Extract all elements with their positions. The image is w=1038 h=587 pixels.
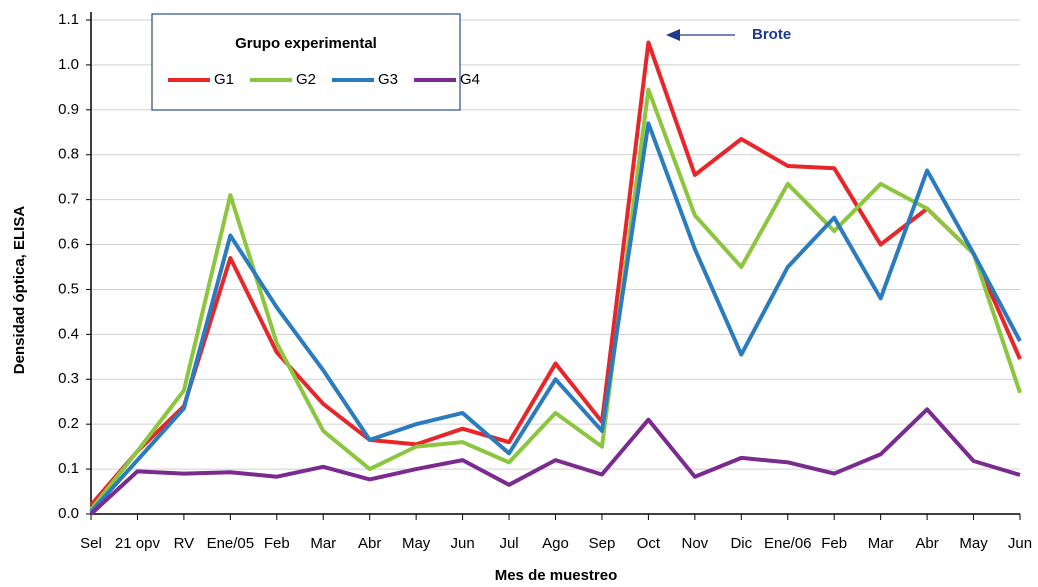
series-line: [89, 40, 1022, 507]
x-tick-label: May: [959, 535, 988, 552]
x-tick-label: May: [402, 535, 431, 552]
x-tick-label: Abr: [915, 535, 938, 552]
x-tick-label: Jun: [451, 535, 475, 552]
y-tick-label: 0.9: [58, 101, 79, 118]
x-tick-label: Jun: [1008, 535, 1032, 552]
y-tick-label: 0.7: [58, 191, 79, 208]
y-tick-label: 1.0: [58, 56, 79, 73]
x-tick-label: Feb: [821, 535, 847, 552]
x-tick-label: Jul: [499, 535, 518, 552]
x-tick-label: Ago: [542, 535, 569, 552]
annotation-arrowhead: [666, 29, 680, 41]
x-tick-label: Sep: [589, 535, 616, 552]
x-tick-label: Nov: [682, 535, 709, 552]
x-tick-label: 21 opv: [115, 535, 161, 552]
x-tick-label: Mar: [868, 535, 894, 552]
legend-label: G1: [214, 71, 234, 88]
y-axis-label: Densidad óptica, ELISA: [11, 206, 28, 375]
legend-label: G3: [378, 71, 398, 88]
x-tick-label: Feb: [264, 535, 290, 552]
legend-box: [151, 13, 461, 111]
y-tick-label: 0.4: [58, 325, 79, 342]
legend-label: G2: [296, 71, 316, 88]
legend-label: G4: [460, 71, 480, 88]
y-tick-label: 0.3: [58, 370, 79, 387]
x-tick-label: Mar: [310, 535, 336, 552]
x-tick-label: RV: [174, 535, 195, 552]
y-tick-label: 0.2: [58, 415, 79, 432]
y-tick-label: 0.8: [58, 146, 79, 163]
series-line: [89, 407, 1021, 516]
x-tick-label: Dic: [730, 535, 752, 552]
y-tick-label: 1.1: [58, 11, 79, 28]
x-tick-label: Oct: [637, 535, 661, 552]
y-tick-label: 0.0: [58, 505, 79, 522]
x-tick-label: Abr: [358, 535, 381, 552]
series-line: [89, 87, 1022, 511]
annotation: Brote: [752, 26, 791, 43]
x-tick-label: Ene/06: [764, 535, 812, 552]
x-tick-label: Sel: [80, 535, 102, 552]
x-tick-label: Ene/05: [207, 535, 255, 552]
y-tick-label: 0.1: [58, 460, 79, 477]
series-line: [89, 121, 1022, 514]
y-tick-label: 0.5: [58, 280, 79, 297]
y-tick-label: 0.6: [58, 236, 79, 253]
legend-title: Grupo experimental: [235, 35, 377, 52]
x-axis-label: Mes de muestreo: [495, 567, 618, 584]
